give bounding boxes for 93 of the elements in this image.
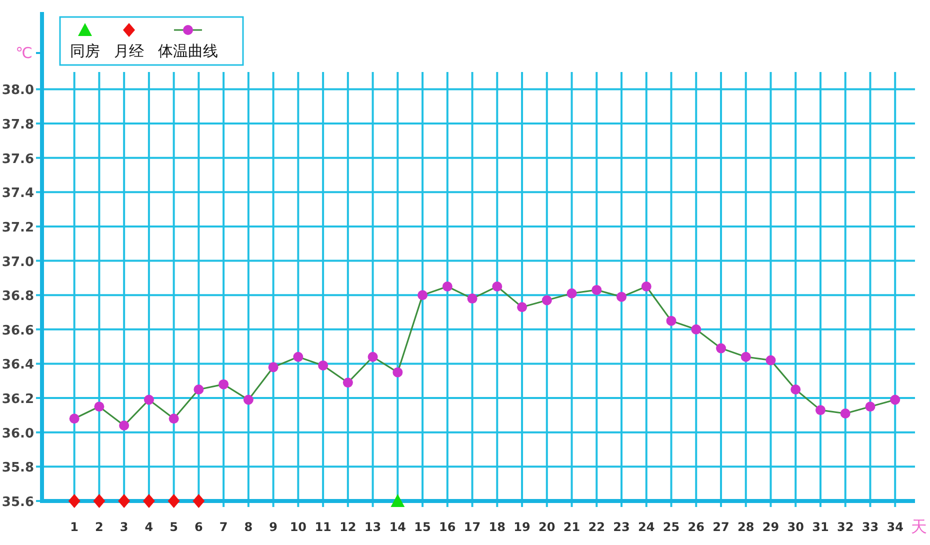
point xyxy=(243,394,254,405)
point xyxy=(815,405,826,416)
point xyxy=(467,294,478,304)
x-tick-label: 27 xyxy=(712,520,730,534)
y-tick-label: 37.2 xyxy=(2,220,34,236)
point xyxy=(865,402,876,412)
x-tick-label: 5 xyxy=(170,520,178,534)
y-tick-label: 35.8 xyxy=(2,460,34,476)
point xyxy=(740,352,751,362)
point xyxy=(168,494,180,508)
point xyxy=(390,494,405,507)
point xyxy=(566,288,577,298)
x-tick-label: 7 xyxy=(219,520,228,534)
y-tick-label: 36.2 xyxy=(2,392,34,408)
x-tick-label: 9 xyxy=(269,520,278,534)
point xyxy=(616,292,627,302)
y-tick-label: 36.6 xyxy=(2,323,34,338)
point xyxy=(293,352,304,362)
x-tick-label: 23 xyxy=(613,520,630,534)
x-tick-label: 25 xyxy=(662,520,680,534)
point xyxy=(192,494,205,508)
point xyxy=(142,494,155,508)
y-tick-label: 37.0 xyxy=(2,254,34,270)
point xyxy=(118,494,130,508)
point xyxy=(218,379,229,390)
y-tick-label: 37.4 xyxy=(2,186,34,202)
point xyxy=(691,324,702,334)
y-tick-label: 37.8 xyxy=(2,118,34,133)
x-tick-label: 19 xyxy=(514,520,530,534)
point xyxy=(168,414,179,424)
x-tick-label: 32 xyxy=(837,520,854,534)
y-axis-title: ℃ xyxy=(16,44,32,62)
point xyxy=(119,420,130,431)
point xyxy=(666,316,676,326)
point xyxy=(492,282,502,292)
x-tick-label: 26 xyxy=(688,520,704,534)
x-tick-label: 2 xyxy=(95,520,104,534)
legend-label: 同房 xyxy=(70,42,100,60)
point xyxy=(790,384,801,394)
point xyxy=(194,384,204,394)
legend-label: 体温曲线 xyxy=(158,42,218,60)
x-tick-label: 15 xyxy=(414,520,431,534)
x-tick-label: 28 xyxy=(738,520,754,534)
point xyxy=(766,355,776,366)
x-tick-label: 22 xyxy=(588,520,605,534)
point xyxy=(716,343,726,354)
point xyxy=(392,367,403,378)
point xyxy=(840,408,850,418)
point xyxy=(641,282,652,292)
x-tick-label: 16 xyxy=(439,520,456,534)
y-tick-label: 35.6 xyxy=(2,495,34,510)
x-tick-label: 33 xyxy=(862,520,879,534)
point xyxy=(94,402,104,412)
legend-label: 月经 xyxy=(114,42,144,60)
point xyxy=(517,302,528,312)
point xyxy=(592,284,602,295)
point xyxy=(69,414,80,424)
x-tick-label: 31 xyxy=(812,520,829,534)
point xyxy=(342,378,353,388)
point xyxy=(318,360,328,370)
x-tick-label: 11 xyxy=(314,520,332,534)
x-tick-label: 18 xyxy=(488,520,506,534)
x-tick-label: 6 xyxy=(194,520,203,534)
x-tick-label: 14 xyxy=(389,520,406,534)
x-tick-label: 10 xyxy=(290,520,307,534)
x-tick-label: 34 xyxy=(886,520,904,534)
point xyxy=(144,394,154,405)
x-tick-label: 17 xyxy=(464,520,481,534)
x-tick-label: 30 xyxy=(787,520,804,534)
point xyxy=(890,394,900,405)
x-tick-label: 12 xyxy=(340,520,356,534)
y-tick-label: 37.6 xyxy=(2,152,34,167)
point xyxy=(418,290,428,300)
x-tick-label: 4 xyxy=(144,520,154,534)
point xyxy=(93,494,106,508)
point xyxy=(542,295,552,306)
y-tick-label: 36.4 xyxy=(2,358,34,373)
x-tick-label: 1 xyxy=(70,520,79,534)
y-tick-label: 38.0 xyxy=(2,83,34,98)
point xyxy=(442,282,452,292)
point xyxy=(68,494,80,508)
x-tick-label: 3 xyxy=(120,520,128,534)
x-tick-label: 21 xyxy=(563,520,580,534)
x-tick-label: 24 xyxy=(638,520,655,534)
x-tick-label: 20 xyxy=(538,520,556,534)
x-tick-label: 29 xyxy=(762,520,780,534)
y-tick-label: 36.8 xyxy=(2,289,34,304)
y-tick-label: 36.0 xyxy=(2,426,34,442)
point xyxy=(268,362,278,372)
point xyxy=(368,352,378,362)
x-tick-label: 8 xyxy=(244,520,253,534)
x-tick-label: 13 xyxy=(364,520,382,534)
x-axis-title: 天 xyxy=(911,517,927,536)
